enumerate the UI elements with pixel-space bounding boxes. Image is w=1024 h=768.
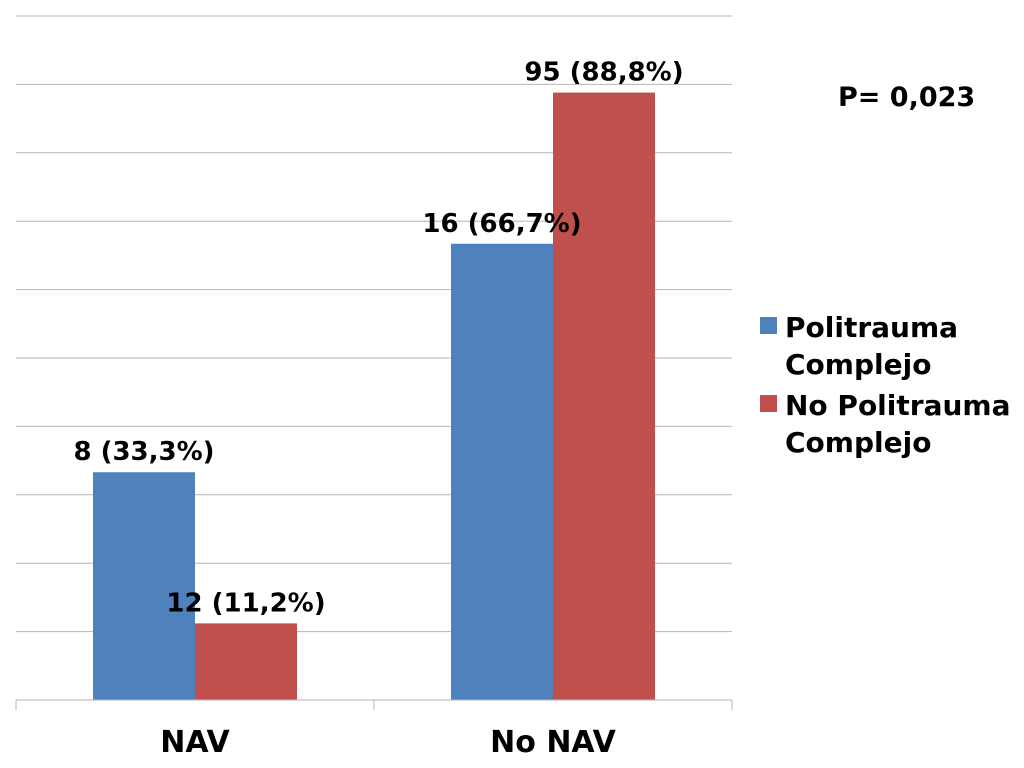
bar	[195, 623, 297, 700]
legend-label: Politrauma Complejo	[785, 311, 959, 381]
bar	[553, 92, 655, 700]
bar	[93, 472, 195, 700]
bar	[451, 243, 553, 700]
category-label: NAV	[160, 725, 230, 760]
legend-swatch-red	[760, 395, 777, 412]
data-label: 95 (88,8%)	[524, 58, 683, 88]
legend: Politrauma Complejo No Politrauma Comple…	[760, 309, 1020, 465]
legend-item-politrauma: Politrauma Complejo	[760, 309, 1020, 383]
category-labels: NAV No NAV	[160, 725, 616, 760]
data-label: 12 (11,2%)	[166, 588, 325, 618]
legend-label: No Politrauma Complejo	[785, 389, 1011, 459]
x-axis	[15, 699, 733, 710]
bar-labels: 8 (33,3%) 12 (11,2%) 16 (66,7%) 95 (88,8%)	[73, 58, 683, 619]
data-label: 16 (66,7%)	[422, 209, 581, 239]
data-label: 8 (33,3%)	[73, 437, 214, 467]
bars	[93, 92, 655, 700]
legend-item-no-politrauma: No Politrauma Complejo	[760, 387, 1020, 461]
legend-swatch-blue	[760, 317, 777, 334]
category-label: No NAV	[490, 725, 616, 760]
p-value-annotation: P= 0,023	[838, 82, 976, 113]
